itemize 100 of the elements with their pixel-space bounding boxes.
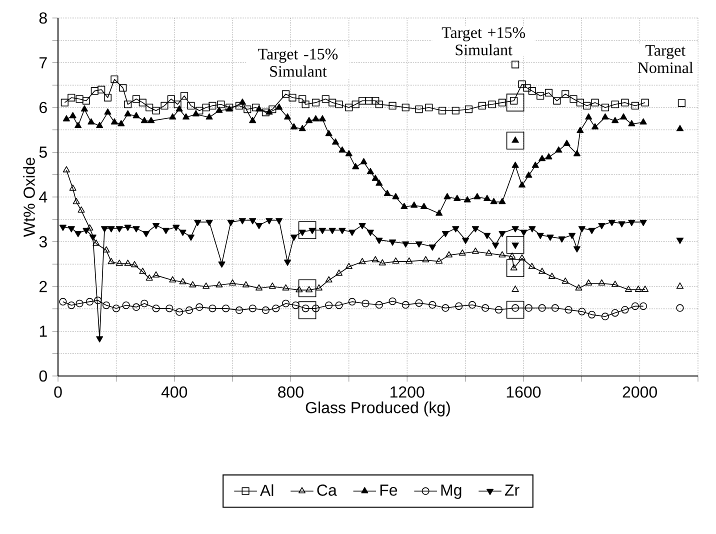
point (538, 268, 546, 274)
y-tick-label: 2 (40, 280, 47, 292)
point (282, 300, 290, 308)
point (445, 251, 453, 258)
point (298, 301, 316, 320)
point (235, 306, 244, 314)
point (302, 304, 310, 312)
point (562, 278, 569, 284)
point (538, 304, 546, 312)
point (146, 274, 153, 281)
point (485, 249, 492, 256)
point (472, 248, 479, 254)
point (76, 300, 84, 308)
point (585, 279, 592, 286)
point (78, 206, 85, 213)
legend-label: Mg (441, 484, 462, 499)
point (229, 279, 236, 286)
point (248, 304, 256, 312)
point (152, 304, 160, 312)
y-tick-label: 4 (39, 192, 48, 202)
point (196, 303, 204, 311)
point (508, 252, 516, 259)
annotation: Target -15% Simulant (258, 48, 338, 77)
point (578, 308, 586, 316)
point (185, 306, 194, 314)
point (676, 304, 684, 312)
point (282, 284, 290, 290)
point (482, 304, 490, 312)
point (272, 304, 280, 312)
point (176, 308, 184, 316)
point (166, 304, 174, 312)
point (256, 284, 263, 290)
point (102, 246, 110, 252)
point (428, 301, 436, 309)
point (512, 286, 519, 292)
x-tick-label: 1600 (506, 386, 541, 398)
point (588, 310, 596, 318)
point (306, 286, 313, 292)
y-tick-label: 6 (40, 102, 47, 114)
point (624, 286, 632, 292)
point (222, 304, 230, 312)
point (506, 259, 524, 278)
point (336, 270, 343, 276)
point (112, 304, 120, 312)
y-tick-label: 8 (39, 12, 47, 24)
legend-label: Al (260, 484, 274, 496)
x-tick-label: 2000 (622, 386, 657, 398)
legend-label: Ca (317, 484, 337, 496)
point (358, 258, 366, 264)
x-tick-label: 800 (278, 386, 304, 398)
point (131, 261, 138, 268)
point (512, 304, 520, 312)
y-tick-label: 5 (39, 146, 47, 158)
point (524, 304, 532, 312)
point (312, 304, 320, 312)
point (152, 271, 160, 278)
point (116, 260, 123, 266)
point (325, 301, 333, 310)
x-tick-label: 0 (54, 386, 62, 398)
point (506, 236, 524, 254)
point (72, 198, 80, 204)
point (642, 286, 649, 292)
point (611, 309, 619, 317)
y-axis-title: Wt% Oxide (23, 158, 35, 237)
point (498, 251, 506, 258)
point (510, 264, 518, 270)
point (298, 279, 316, 298)
point (402, 301, 410, 309)
point (458, 249, 466, 256)
point (621, 306, 629, 314)
point (518, 254, 526, 260)
point (406, 257, 413, 264)
point (108, 258, 115, 264)
y-tick-label: 0 (39, 370, 47, 382)
annotation: Target +15% Simulant (442, 27, 526, 56)
x-axis-title: Glass Produced (kg) (306, 402, 450, 416)
point (676, 282, 684, 289)
point (598, 279, 606, 286)
point (634, 286, 642, 292)
point (436, 257, 443, 264)
point (189, 281, 196, 288)
point (640, 302, 648, 310)
point (612, 280, 619, 287)
y-tick-label: 7 (40, 57, 47, 68)
legend-label: Zr (504, 484, 520, 496)
x-tick-label: 1200 (390, 386, 424, 398)
point (362, 300, 370, 308)
point (94, 296, 102, 304)
point (325, 276, 332, 282)
point (86, 224, 94, 231)
point (92, 240, 100, 246)
point (348, 298, 356, 306)
point (631, 302, 639, 310)
point (69, 184, 76, 191)
point (512, 136, 519, 143)
point (601, 312, 610, 320)
point (268, 282, 276, 289)
y-tick-label: 3 (39, 236, 47, 248)
point (345, 262, 352, 269)
point (262, 306, 270, 314)
